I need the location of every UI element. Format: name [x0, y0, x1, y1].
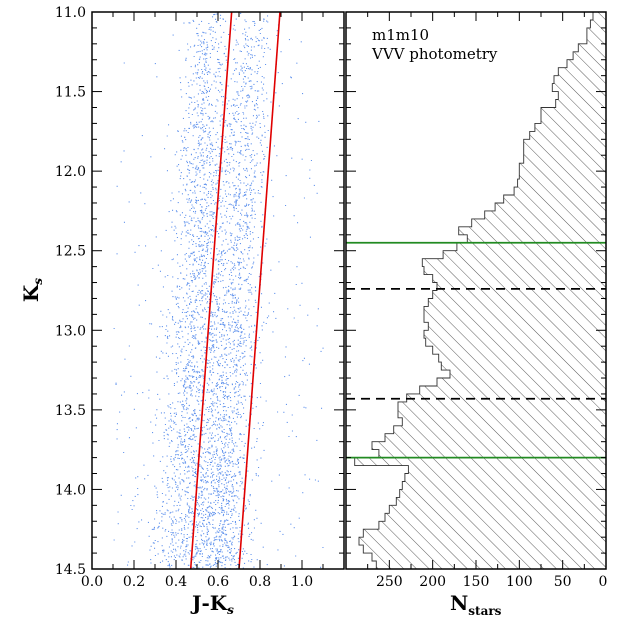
red-boundary-lines	[189, 12, 281, 569]
x-tick-label: 1.0	[291, 574, 313, 590]
x-tick-label: 0.0	[81, 574, 103, 590]
hist-x-tick-label: 150	[463, 574, 490, 590]
hist-x-tick-label: 0	[599, 574, 608, 590]
x-tick-label: 0.2	[123, 574, 145, 590]
x-axis-title: J-Ks	[190, 591, 234, 617]
y-tick-label: 12.0	[55, 164, 86, 180]
right-axis-ticks: 250 200 150 100 50 0	[346, 11, 608, 590]
annotation-field: m1m10	[372, 26, 429, 44]
y-tick-label: 13.0	[55, 323, 86, 339]
horizontal-marker-lines	[346, 241, 606, 459]
left-axis-ticks: 0.0 0.2 0.4 0.6 0.8 1.0 11.0 11.5 12.0 12.5 13.0 13…	[55, 5, 344, 590]
cmd-panel: 0.0 0.2 0.4 0.6 0.8 1.0 11.0 11.5 12.0 12.5 13.0 13…	[19, 5, 345, 617]
histogram-bars	[354, 12, 606, 569]
y-tick-label: 11.0	[55, 5, 86, 21]
left-axes-frame	[91, 11, 345, 570]
annotation-source: VVV photometry	[371, 45, 498, 63]
x-tick-label: 0.6	[207, 574, 229, 590]
y-tick-label: 11.5	[55, 85, 86, 101]
red-boundary-line	[189, 12, 233, 569]
hist-x-tick-label: 100	[506, 574, 533, 590]
histogram-panel: 250 200 150 100 50 0 m1m10 VVV photometry Nst…	[345, 11, 608, 618]
y-axis-title: Ks	[19, 278, 45, 302]
hist-x-tick-label: 200	[419, 574, 446, 590]
hist-x-tick-label: 50	[554, 574, 572, 590]
scatter-points	[113, 12, 324, 569]
y-tick-label: 13.5	[55, 403, 86, 419]
x-tick-label: 0.4	[165, 574, 187, 590]
x-tick-label: 0.8	[249, 574, 271, 590]
hist-x-tick-label: 250	[376, 574, 403, 590]
y-tick-label: 12.5	[55, 244, 86, 260]
y-tick-label: 14.0	[55, 482, 86, 498]
red-boundary-line	[238, 12, 281, 569]
histogram-x-title: Nstars	[450, 591, 502, 618]
scatter-point-cloud	[113, 12, 324, 569]
y-tick-label: 14.5	[55, 562, 86, 578]
y-axis-title-group: Ks	[19, 278, 45, 302]
